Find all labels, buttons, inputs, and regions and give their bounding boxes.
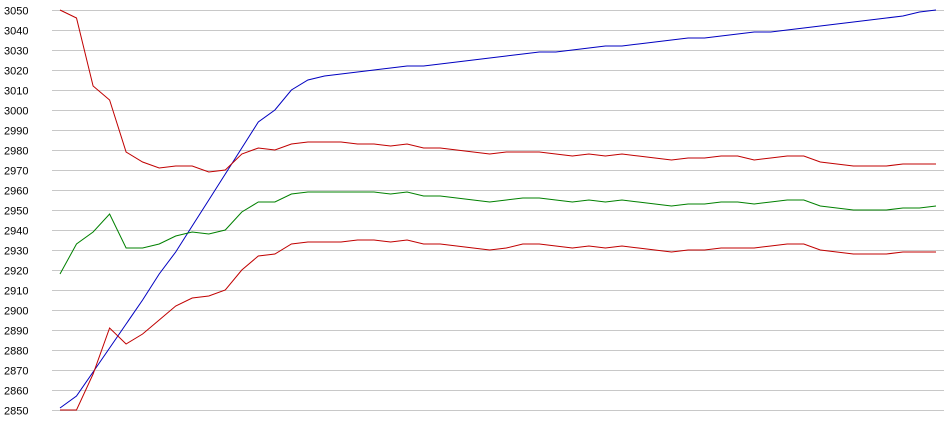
y-tick-label: 2920 bbox=[4, 266, 28, 278]
y-tick-label: 2930 bbox=[4, 246, 28, 258]
y-tick-label: 2950 bbox=[4, 206, 28, 218]
y-tick-label: 2850 bbox=[4, 406, 28, 418]
y-tick-label: 2890 bbox=[4, 326, 28, 338]
y-tick-label: 2900 bbox=[4, 306, 28, 318]
series-lines bbox=[59, 9, 937, 411]
y-tick-label: 3020 bbox=[4, 66, 28, 78]
y-tick-label: 2990 bbox=[4, 126, 28, 138]
y-tick-label: 3030 bbox=[4, 46, 28, 58]
y-tick-label: 2880 bbox=[4, 346, 28, 358]
series-line-4 bbox=[60, 239, 936, 411]
y-tick-label: 2970 bbox=[4, 166, 28, 178]
y-tick-label: 3000 bbox=[4, 106, 28, 118]
y-tick-label: 3050 bbox=[4, 6, 28, 18]
y-axis-tick-labels: 2850 2860 2870 2880 2890 2900 2910 2920 2930 2940… bbox=[4, 6, 28, 418]
gridlines bbox=[52, 10, 944, 411]
y-tick-label: 2860 bbox=[4, 386, 28, 398]
y-tick-label: 2910 bbox=[4, 286, 28, 298]
y-tick-label: 2870 bbox=[4, 366, 28, 378]
y-tick-label: 2940 bbox=[4, 226, 28, 238]
y-tick-label: 2980 bbox=[4, 146, 28, 158]
series-line-1 bbox=[59, 9, 937, 409]
series-line-3 bbox=[59, 191, 937, 275]
y-tick-label: 3010 bbox=[4, 86, 28, 98]
series-line-2 bbox=[59, 9, 936, 173]
y-tick-label: 3040 bbox=[4, 26, 28, 38]
y-tick-label: 2960 bbox=[4, 186, 28, 198]
